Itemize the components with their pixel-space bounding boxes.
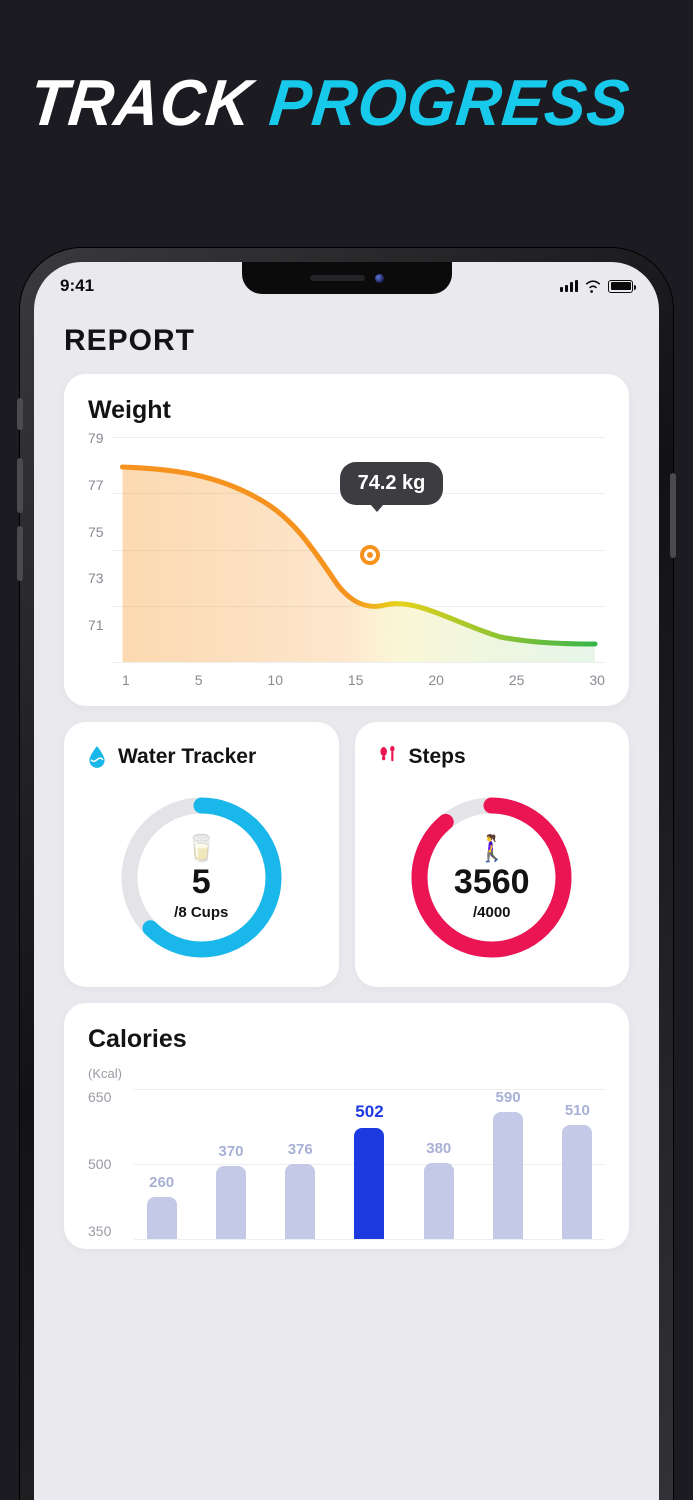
calories-bar-value-6: 510 bbox=[565, 1102, 590, 1119]
battery-icon bbox=[608, 280, 633, 293]
mute-switch[interactable] bbox=[17, 398, 23, 430]
calories-unit-label: (Kcal) bbox=[88, 1066, 605, 1081]
weight-y-axis: 79 77 75 73 71 bbox=[88, 437, 104, 662]
calories-bar-rect-1 bbox=[216, 1166, 246, 1240]
calories-bar-value-5: 590 bbox=[496, 1089, 521, 1106]
weight-data-point-marker[interactable] bbox=[360, 545, 380, 565]
steps-center: 🚶‍♀️ 3560 /4000 bbox=[454, 835, 530, 921]
calories-ytick-0: 650 bbox=[88, 1089, 128, 1105]
calories-bar-rect-6 bbox=[562, 1125, 592, 1239]
weight-xtick-3: 15 bbox=[348, 672, 364, 688]
steps-suffix: /4000 bbox=[454, 904, 530, 921]
weight-chart-area[interactable]: 79 77 75 73 71 bbox=[88, 437, 605, 662]
calories-ytick-2: 350 bbox=[88, 1223, 128, 1239]
water-tracker-header: Water Tracker bbox=[84, 744, 256, 770]
weight-xtick-2: 10 bbox=[267, 672, 283, 688]
tracker-row: Water Tracker 🥛 5 /8 Cups bbox=[64, 722, 629, 987]
steps-value: 3560 bbox=[454, 863, 530, 902]
calories-bar-col-2[interactable]: 376 bbox=[273, 1089, 328, 1239]
calories-bar-col-1[interactable]: 370 bbox=[203, 1089, 258, 1239]
weight-xtick-6: 30 bbox=[589, 672, 605, 688]
water-drop-icon bbox=[84, 744, 110, 770]
calories-bar-col-5[interactable]: 590 bbox=[480, 1089, 535, 1239]
weight-xtick-4: 20 bbox=[428, 672, 444, 688]
calories-bar-rect-2 bbox=[285, 1164, 315, 1239]
weight-ytick-2: 75 bbox=[88, 524, 104, 540]
weight-x-axis: 1 5 10 15 20 25 30 bbox=[88, 672, 605, 688]
weight-ytick-1: 77 bbox=[88, 477, 104, 493]
calories-bar-col-6[interactable]: 510 bbox=[550, 1089, 605, 1239]
weight-card-title: Weight bbox=[88, 396, 605, 425]
page-title: REPORT bbox=[64, 324, 629, 358]
footprints-icon bbox=[375, 744, 401, 770]
status-icons bbox=[560, 279, 633, 293]
calories-bar-value-2: 376 bbox=[288, 1141, 313, 1158]
steps-header: Steps bbox=[375, 744, 466, 770]
wifi-icon bbox=[584, 279, 602, 293]
power-button[interactable] bbox=[670, 473, 676, 558]
volume-up-button[interactable] bbox=[17, 458, 23, 513]
calories-bar-rect-0 bbox=[147, 1197, 177, 1239]
weight-xtick-0: 1 bbox=[122, 672, 130, 688]
weight-ytick-0: 79 bbox=[88, 430, 104, 446]
weight-tooltip[interactable]: 74.2 kg bbox=[340, 462, 444, 505]
calories-bar-rect-3 bbox=[354, 1128, 384, 1239]
calories-bar-col-0[interactable]: 260 bbox=[134, 1089, 189, 1239]
water-tracker-value: 5 bbox=[174, 863, 228, 902]
front-camera bbox=[375, 274, 384, 283]
calories-bars-chart[interactable]: 650 500 350 260 370 bbox=[88, 1089, 605, 1239]
headline: TRACK PROGRESS bbox=[30, 68, 630, 139]
speaker-grille bbox=[310, 275, 365, 281]
calories-y-axis: 650 500 350 bbox=[88, 1089, 128, 1239]
phone-frame: 9:41 REPORT Weight bbox=[20, 248, 673, 1500]
status-time: 9:41 bbox=[60, 276, 94, 296]
headline-part-white: TRACK bbox=[26, 66, 256, 141]
weight-ytick-3: 73 bbox=[88, 570, 104, 586]
calories-card: Calories (Kcal) 650 500 350 260 bbox=[64, 1003, 629, 1249]
cellular-signal-icon bbox=[560, 280, 578, 292]
calories-card-title: Calories bbox=[88, 1025, 605, 1054]
calories-bar-rect-4 bbox=[424, 1163, 454, 1240]
calories-bar-value-4: 380 bbox=[426, 1140, 451, 1157]
calories-bar-col-4[interactable]: 380 bbox=[411, 1089, 466, 1239]
calories-bar-value-1: 370 bbox=[218, 1143, 243, 1160]
water-tracker-suffix: /8 Cups bbox=[174, 904, 228, 921]
steps-title: Steps bbox=[409, 745, 466, 769]
weight-xtick-5: 25 bbox=[509, 672, 525, 688]
water-glass-emoji: 🥛 bbox=[174, 835, 228, 861]
calories-bar-rect-5 bbox=[493, 1112, 523, 1239]
calories-bar-value-0: 260 bbox=[149, 1174, 174, 1191]
steps-card[interactable]: Steps 🚶‍♀️ 3560 /4000 bbox=[355, 722, 630, 987]
headline-part-cyan: PROGRESS bbox=[266, 66, 633, 141]
walking-person-emoji: 🚶‍♀️ bbox=[454, 835, 530, 861]
water-tracker-center: 🥛 5 /8 Cups bbox=[174, 835, 228, 921]
app-screen: 9:41 REPORT Weight bbox=[34, 262, 659, 1500]
weight-chart-plot: 74.2 kg bbox=[112, 437, 605, 662]
weight-ytick-4: 71 bbox=[88, 617, 104, 633]
notch bbox=[242, 262, 452, 294]
calories-bar-col-3[interactable]: 502 bbox=[342, 1089, 397, 1239]
weight-xtick-1: 5 bbox=[195, 672, 203, 688]
weight-card: Weight 79 77 75 73 71 bbox=[64, 374, 629, 706]
water-tracker-title: Water Tracker bbox=[118, 745, 256, 769]
calories-ytick-1: 500 bbox=[88, 1156, 128, 1172]
calories-bar-value-3: 502 bbox=[355, 1102, 383, 1122]
volume-down-button[interactable] bbox=[17, 526, 23, 581]
app-body: REPORT Weight 79 77 75 73 71 bbox=[34, 302, 659, 1500]
steps-ring[interactable]: 🚶‍♀️ 3560 /4000 bbox=[404, 790, 579, 965]
water-tracker-card[interactable]: Water Tracker 🥛 5 /8 Cups bbox=[64, 722, 339, 987]
water-tracker-ring[interactable]: 🥛 5 /8 Cups bbox=[114, 790, 289, 965]
